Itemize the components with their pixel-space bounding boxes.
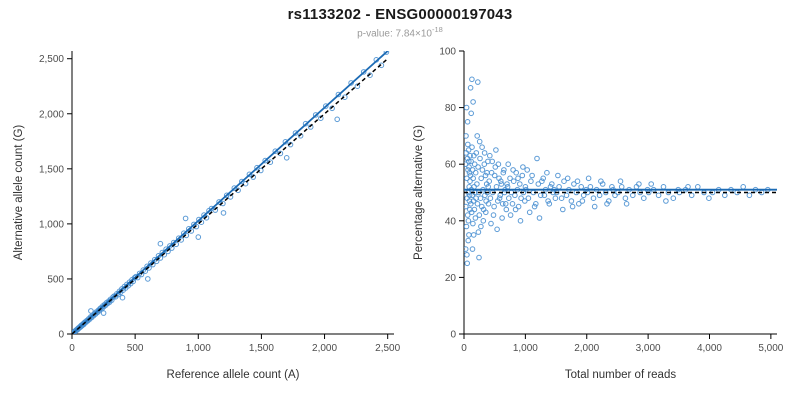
svg-text:2,500: 2,500 [38, 55, 63, 66]
pvalue-label: p-value: [357, 28, 396, 40]
svg-text:5,000: 5,000 [758, 343, 783, 354]
svg-text:2,000: 2,000 [574, 343, 599, 354]
scatter-allele-counts-svg: 0 500 1,000 1,500 2,000 2,500 0 500 1,000 1,500 2,… [13, 51, 400, 381]
svg-text:1,000: 1,000 [38, 220, 63, 231]
scatter-percentage-reads-svg: 0 1,000 2,000 3,000 4,000 5,000 0 20 40 60 80 100 To… [413, 47, 784, 382]
svg-text:0: 0 [69, 343, 75, 354]
svg-text:500: 500 [126, 343, 143, 354]
svg-text:100: 100 [439, 47, 456, 58]
svg-text:4,000: 4,000 [696, 343, 721, 354]
svg-text:60: 60 [444, 160, 456, 171]
svg-text:1,000: 1,000 [512, 343, 537, 354]
svg-text:80: 80 [444, 103, 456, 114]
pvalue-subtitle: p-value: 7.84×10-18 [0, 25, 800, 39]
svg-text:500: 500 [47, 275, 64, 286]
svg-text:1,500: 1,500 [38, 165, 63, 176]
svg-text:Total number of reads: Total number of reads [564, 369, 675, 381]
svg-text:3,000: 3,000 [635, 343, 660, 354]
svg-text:2,500: 2,500 [375, 343, 400, 354]
svg-text:1,000: 1,000 [185, 343, 210, 354]
scatter-allele-counts: 0 500 1,000 1,500 2,000 2,500 0 500 1,000 1,500 2,… [8, 41, 408, 386]
scatter-percentage-reads: 0 1,000 2,000 3,000 4,000 5,000 0 20 40 60 80 100 To… [408, 41, 793, 386]
svg-text:40: 40 [444, 217, 456, 228]
svg-text:Reference allele count (A): Reference allele count (A) [166, 369, 299, 381]
chart-header: rs1133202 - ENSG00000197043 p-value: 7.8… [0, 0, 800, 39]
svg-text:0: 0 [450, 330, 456, 341]
charts-container: 0 500 1,000 1,500 2,000 2,500 0 500 1,000 1,500 2,… [0, 41, 800, 386]
svg-text:0: 0 [58, 330, 64, 341]
svg-text:20: 20 [444, 273, 456, 284]
svg-text:2,000: 2,000 [38, 110, 63, 121]
page-title: rs1133202 - ENSG00000197043 [287, 6, 513, 23]
svg-text:2,000: 2,000 [312, 343, 337, 354]
pvalue-exponent: -18 [431, 25, 443, 34]
svg-text:Percentage alternative (G): Percentage alternative (G) [413, 125, 425, 260]
pvalue-base: 7.84×10 [395, 28, 432, 40]
svg-text:0: 0 [461, 343, 467, 354]
svg-text:1,500: 1,500 [248, 343, 273, 354]
svg-text:Alternative allele count (G): Alternative allele count (G) [13, 125, 25, 261]
